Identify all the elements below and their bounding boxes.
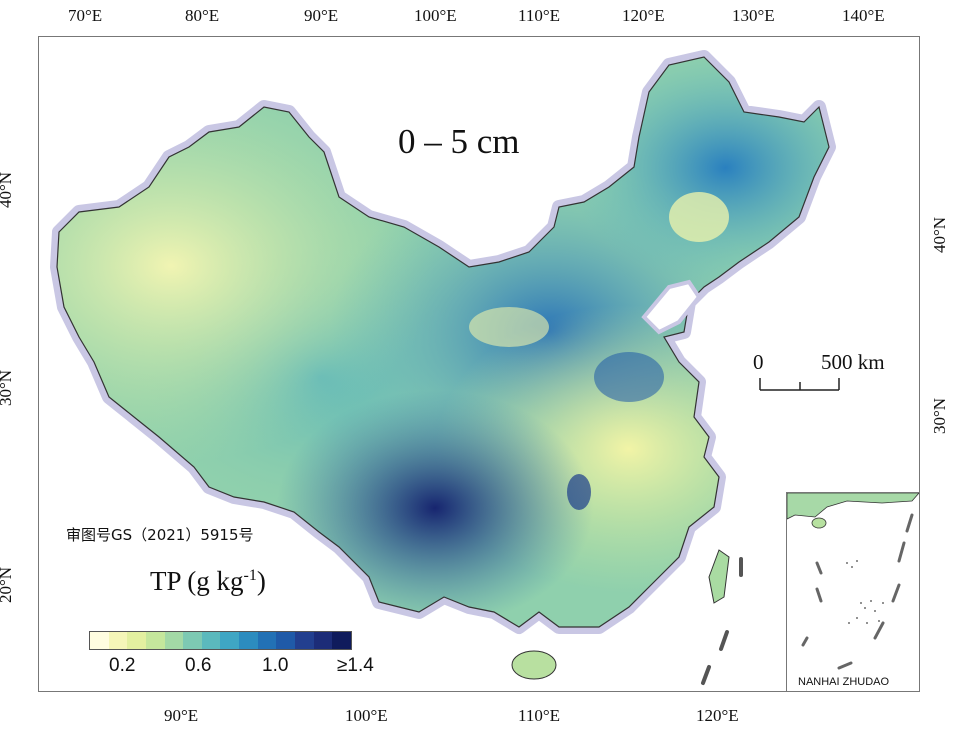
- legend-swatch: [108, 632, 128, 649]
- map-frame: [38, 36, 920, 692]
- inset-label: NANHAI ZHUDAO: [798, 676, 890, 688]
- legend-label: 1.0: [262, 655, 289, 676]
- scalebar-start-label: 0: [753, 350, 764, 374]
- legend-swatch: [127, 632, 146, 649]
- legend-swatch: [183, 632, 202, 649]
- scale-bar: [759, 378, 840, 391]
- legend-label: 0.2: [109, 655, 136, 676]
- legend-swatch: [220, 632, 240, 649]
- lon-label: 80°E: [185, 6, 220, 25]
- inset-map: [787, 493, 919, 670]
- lon-label: 120°E: [696, 706, 739, 725]
- legend-title-text: TP (g kg: [150, 566, 244, 596]
- scalebar-end-label: 500 km: [821, 350, 885, 374]
- legend-label: 0.6: [185, 655, 212, 676]
- legend-swatch: [201, 632, 221, 649]
- lon-label: 100°E: [414, 6, 457, 25]
- china-map: [50, 50, 836, 685]
- lon-label: 90°E: [164, 706, 199, 725]
- legend-swatch: [239, 632, 258, 649]
- legend-swatch: [145, 632, 165, 649]
- lon-label: 130°E: [732, 6, 775, 25]
- legend-swatch: [332, 632, 351, 649]
- legend-title-close: ): [256, 566, 266, 596]
- legend-swatch: [276, 632, 296, 649]
- map-approval-number: 审图号GS（2021）5915号: [66, 526, 254, 544]
- lat-label: 20°N: [0, 566, 16, 604]
- lon-label: 120°E: [622, 6, 665, 25]
- legend-swatch: [257, 632, 277, 649]
- lon-label: 140°E: [842, 6, 885, 25]
- nanhai-inset: [786, 492, 919, 691]
- legend-swatch: [313, 632, 333, 649]
- lon-label: 110°E: [518, 6, 561, 25]
- lat-label: 40°N: [0, 171, 16, 209]
- lon-label: 100°E: [345, 706, 388, 725]
- lon-label: 90°E: [304, 6, 339, 25]
- legend-title: TP (g kg-1): [150, 566, 266, 597]
- legend-label: ≥1.4: [337, 655, 374, 676]
- legend-swatch: [90, 632, 109, 649]
- lat-label: 30°N: [0, 369, 16, 407]
- lon-label: 110°E: [518, 706, 561, 725]
- legend-swatch: [295, 632, 314, 649]
- legend-title-exponent: -1: [243, 567, 257, 584]
- depth-label: 0 – 5 cm: [398, 122, 520, 161]
- legend-swatch: [164, 632, 184, 649]
- lat-label: 30°N: [930, 397, 950, 435]
- lat-label: 40°N: [930, 216, 950, 254]
- color-legend: [89, 631, 352, 650]
- lon-label: 70°E: [68, 6, 103, 25]
